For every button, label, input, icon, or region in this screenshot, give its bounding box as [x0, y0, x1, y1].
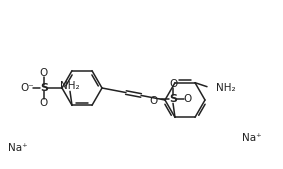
Text: O: O	[184, 94, 192, 104]
Text: O: O	[40, 68, 48, 78]
Text: O⁻: O⁻	[20, 83, 34, 93]
Text: Na⁺: Na⁺	[242, 133, 261, 143]
Text: S: S	[40, 83, 48, 93]
Text: Na⁺: Na⁺	[8, 143, 28, 153]
Text: O: O	[169, 79, 177, 89]
Text: S: S	[169, 94, 177, 104]
Text: O: O	[40, 98, 48, 108]
Text: O⁻: O⁻	[149, 96, 163, 106]
Text: NH₂: NH₂	[60, 81, 80, 91]
Text: NH₂: NH₂	[216, 83, 236, 93]
